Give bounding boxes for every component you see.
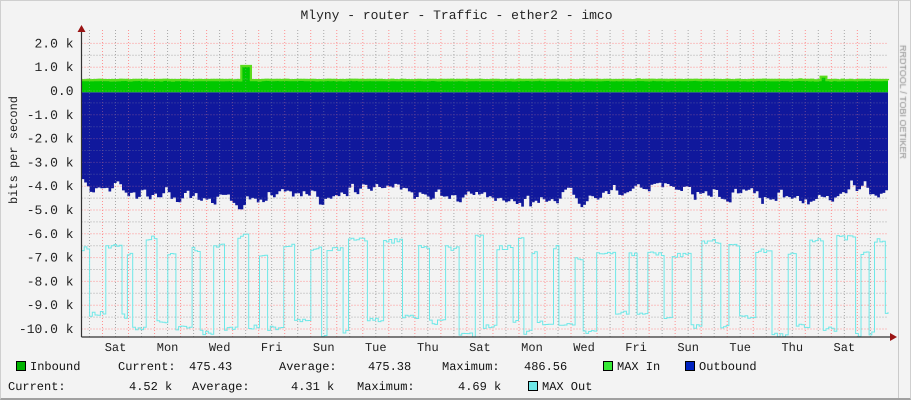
svg-text:-9.0 k: -9.0 k	[27, 298, 74, 313]
svg-text:-4.0 k: -4.0 k	[27, 179, 74, 194]
svg-text:Mon: Mon	[157, 341, 179, 355]
svg-text:Sun: Sun	[677, 341, 699, 355]
svg-text:Thu: Thu	[781, 341, 803, 355]
svg-text:Wed: Wed	[573, 341, 595, 355]
svg-text:-6.0 k: -6.0 k	[27, 227, 74, 242]
svg-text:0.0: 0.0	[50, 84, 73, 99]
svg-text:Tue: Tue	[365, 341, 387, 355]
svg-text:-8.0 k: -8.0 k	[27, 274, 74, 289]
svg-text:Sat: Sat	[105, 341, 127, 355]
svg-text:-5.0 k: -5.0 k	[27, 203, 74, 218]
svg-text:Sat: Sat	[469, 341, 491, 355]
svg-text:-10.0 k: -10.0 k	[19, 322, 74, 337]
svg-text:Mon: Mon	[521, 341, 543, 355]
svg-text:-1.0 k: -1.0 k	[27, 108, 74, 123]
svg-text:-2.0 k: -2.0 k	[27, 132, 74, 147]
svg-text:Fri: Fri	[625, 341, 647, 355]
svg-text:Sat: Sat	[834, 341, 856, 355]
svg-text:Fri: Fri	[261, 341, 283, 355]
svg-text:Thu: Thu	[417, 341, 439, 355]
svg-text:2.0 k: 2.0 k	[34, 36, 73, 51]
svg-text:Sun: Sun	[313, 341, 335, 355]
svg-text:-7.0 k: -7.0 k	[27, 251, 74, 266]
svg-text:Tue: Tue	[729, 341, 751, 355]
svg-text:Wed: Wed	[209, 341, 231, 355]
svg-text:1.0 k: 1.0 k	[34, 60, 73, 75]
svg-text:-3.0 k: -3.0 k	[27, 155, 74, 170]
